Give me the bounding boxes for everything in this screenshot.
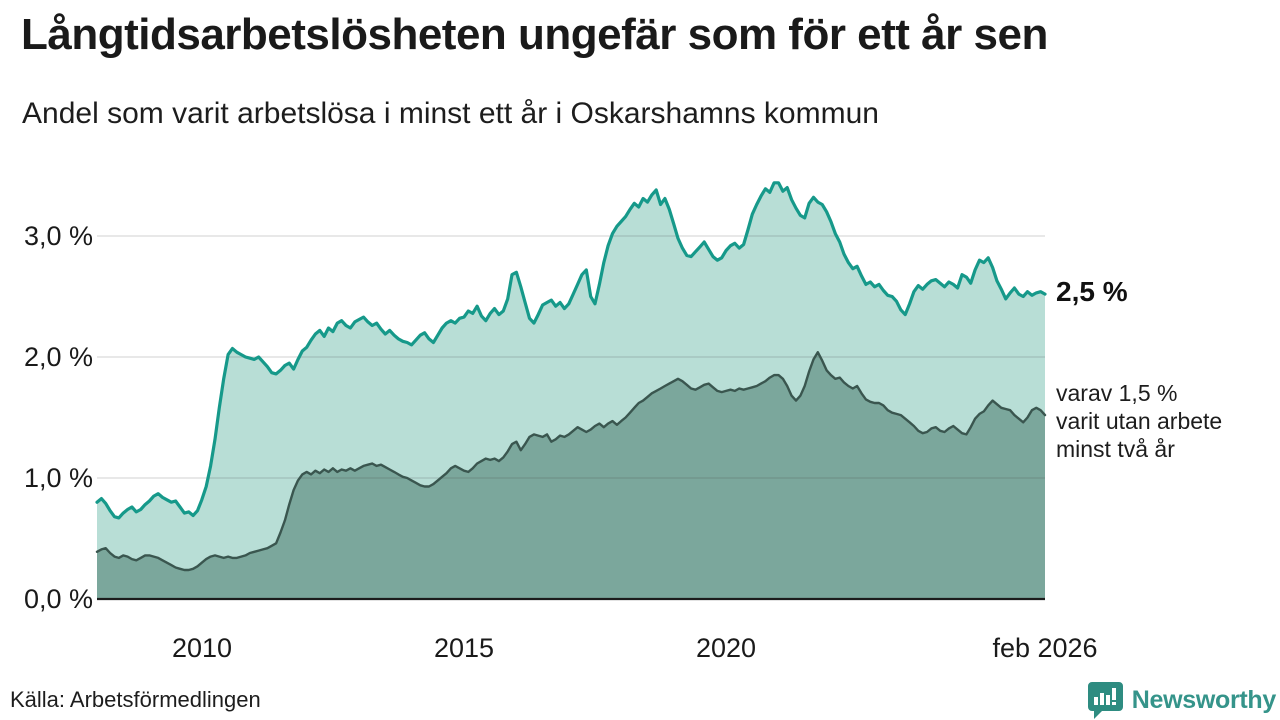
newsworthy-logo-icon: [1087, 682, 1123, 719]
end-value-label-two-year: varav 1,5 % varit utan arbete minst två …: [1056, 379, 1222, 463]
x-tick-2020: 2020: [695, 633, 757, 663]
two-year-area-fill: [97, 352, 1045, 599]
long-term-line: [95, 181, 1047, 520]
end-value-label-long-term: 2,5 %: [1056, 276, 1128, 308]
gridlines: [97, 235, 1045, 479]
annotation-line-2: varit utan arbete: [1056, 408, 1223, 434]
y-tick-0,0 %: 0,0 %: [23, 584, 93, 614]
annotation-line-3: minst två år: [1056, 436, 1175, 462]
page-title: Långtidsarbetslösheten ungefär som för e…: [21, 10, 1048, 59]
y-tick-3,0 %: 3,0 %: [23, 221, 93, 251]
newsworthy-logo: Newsworthy: [1087, 681, 1276, 719]
chart-subtitle: Andel som varit arbetslösa i minst ett å…: [22, 97, 879, 130]
y-tick-2,0 %: 2,0 %: [23, 342, 93, 372]
y-tick-1,0 %: 1,0 %: [23, 463, 93, 493]
source-credit: Källa: Arbetsförmedlingen: [10, 687, 261, 712]
x-tick-2010: 2010: [171, 633, 233, 663]
newsworthy-logo-text: Newsworthy: [1131, 685, 1277, 714]
annotation-line-1: varav 1,5 %: [1056, 380, 1178, 406]
two-year-line: [95, 351, 1047, 572]
x-tick-feb-2026: feb 2026: [992, 633, 1098, 663]
x-tick-2015: 2015: [433, 633, 495, 663]
